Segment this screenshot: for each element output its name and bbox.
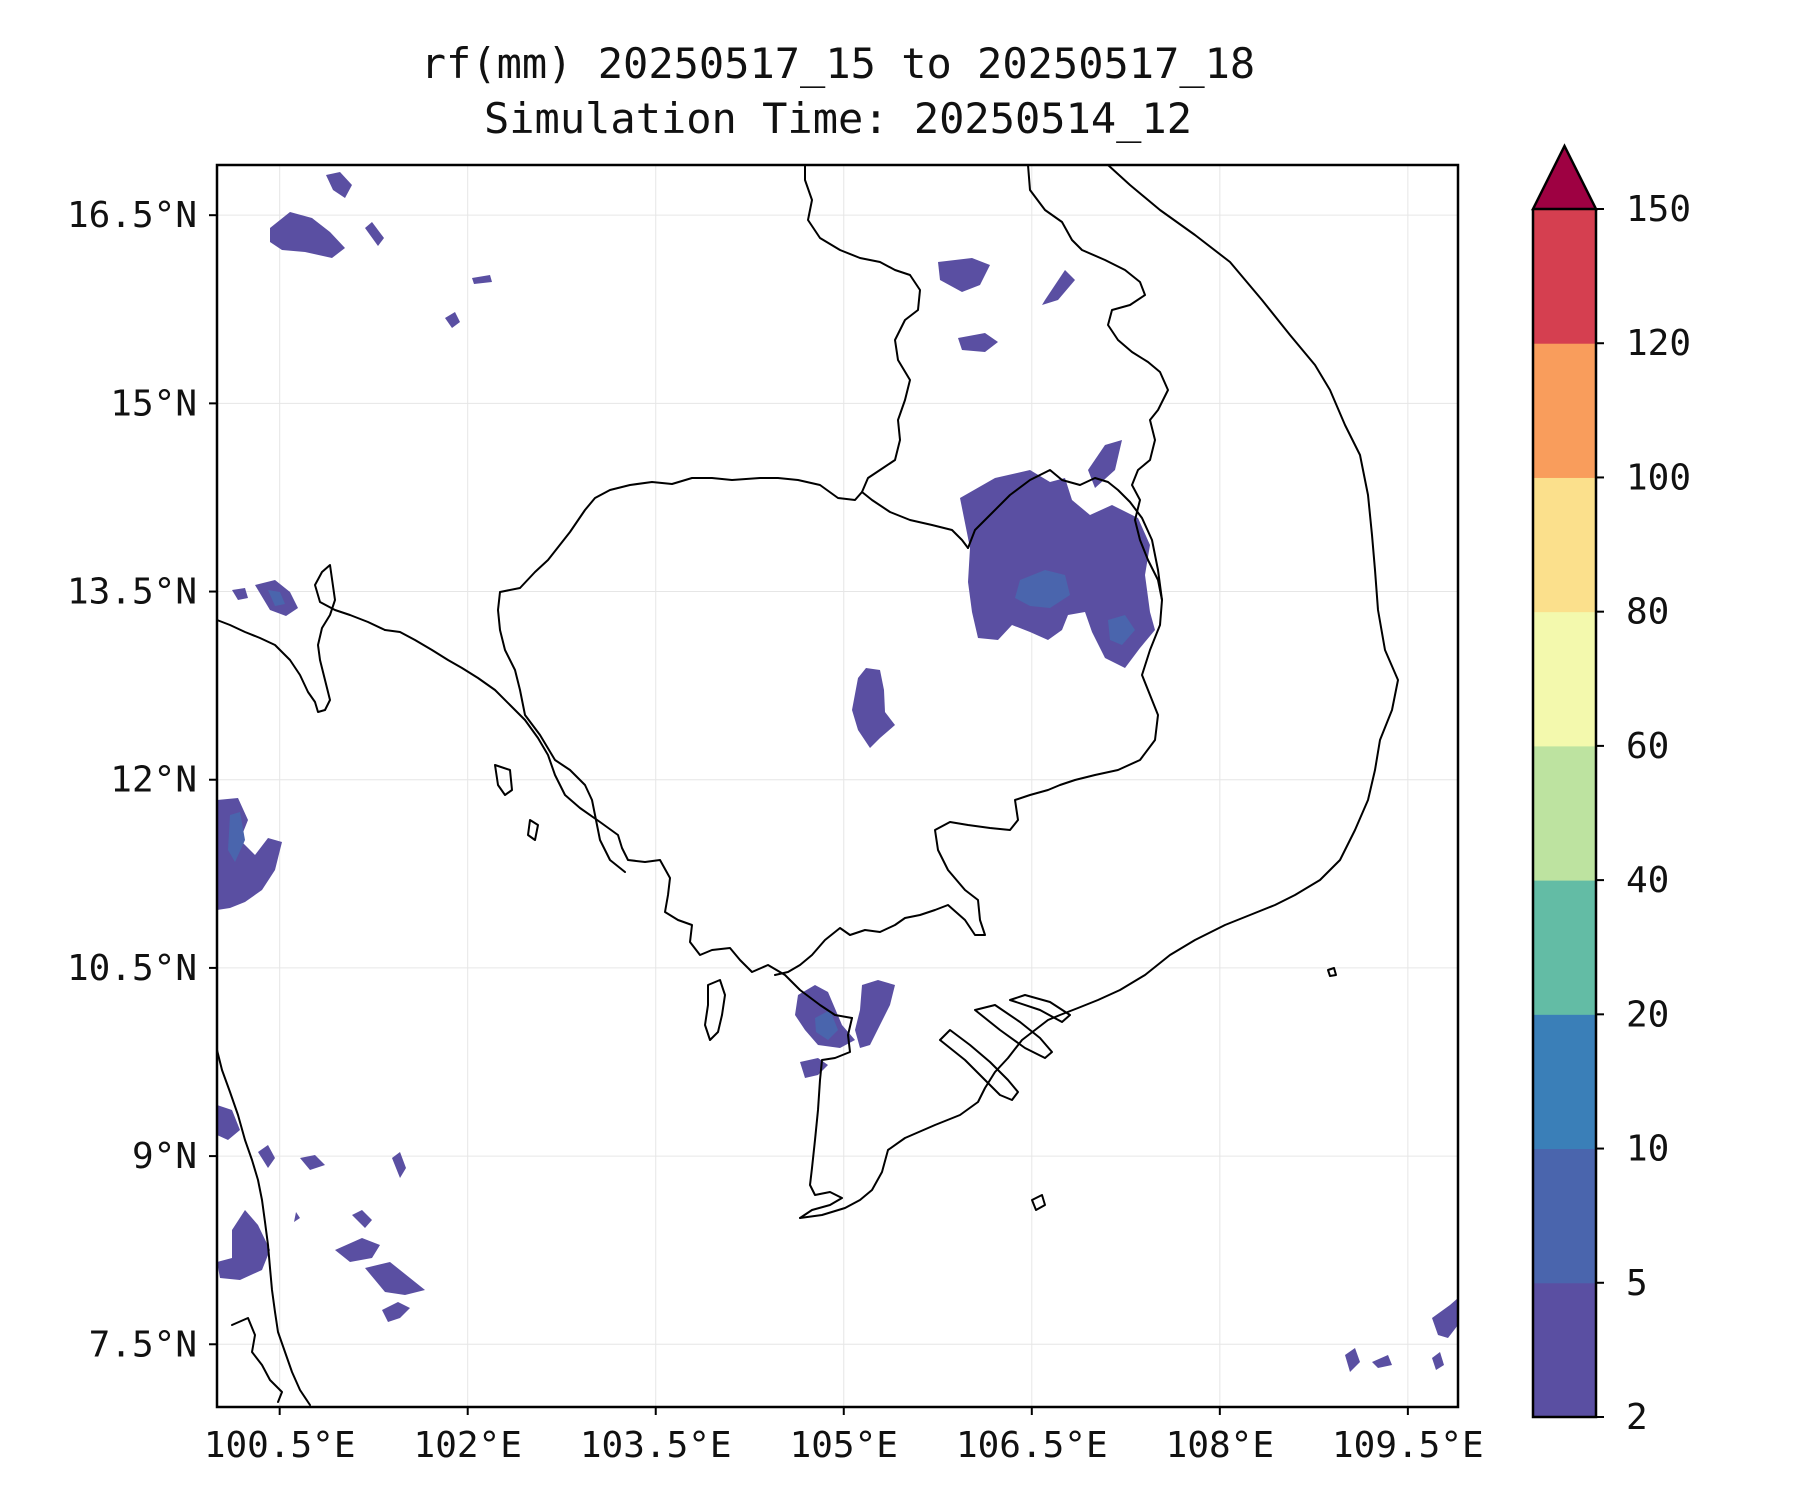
colorbar-segment-3: [1533, 880, 1596, 1015]
lon-tick-label-4: 106.5°E: [956, 1425, 1108, 1466]
island-small-1: [527, 819, 539, 841]
colorbar-segment-1: [1533, 1148, 1596, 1284]
rainfall-areas: [217, 172, 1458, 1372]
rain-area-sea-se-1: [1432, 1298, 1458, 1338]
colorbar-tick-label-0: 2: [1626, 1397, 1648, 1438]
rain-area-laos-2: [958, 333, 998, 352]
colorbar-segment-6: [1533, 477, 1596, 613]
rain-area-cambodia-west-2: [232, 588, 248, 600]
rain-area-gulf-9: [217, 1210, 270, 1280]
island-phu-quoc-area: [1327, 967, 1337, 977]
rain-area-cambodia-ne: [960, 470, 1155, 668]
colorbar-segment-0: [1533, 1282, 1596, 1418]
rain-area-gulf-7: [365, 1262, 425, 1295]
map-title-line2: Simulation Time: 20250514_12: [484, 94, 1192, 143]
lon-tick-label-0: 100.5°E: [204, 1425, 356, 1466]
cambodia-border-east: [774, 469, 1163, 976]
rain-area-thailand-north-1: [270, 212, 345, 258]
vietnam-coastline: [799, 164, 1399, 1219]
thailand-cambodia-border: [216, 564, 386, 713]
lat-tick-label-3: 12°N: [110, 760, 197, 801]
rainfall-areas-heavier: [228, 570, 1135, 1040]
lat-tick-label-1: 15°N: [110, 383, 197, 424]
rain-area-laos-4: [1088, 440, 1122, 488]
rain-area-gulf-3: [300, 1155, 325, 1170]
rain-area-sea-se-2: [1345, 1348, 1360, 1372]
island-koh-kong: [494, 764, 513, 796]
lon-tick-label-6: 109.5°E: [1332, 1425, 1484, 1466]
lat-tick-label-0: 16.5°N: [67, 195, 197, 236]
rain-area-thailand-north-5: [445, 312, 460, 328]
island-con-dao: [1031, 1194, 1046, 1211]
laos-vietnam-border: [1027, 164, 1169, 601]
longitude-axis: 100.5°E 102°E 103.5°E 105°E 106.5°E 108°E 109.…: [204, 1407, 1484, 1466]
rain-core-mekong: [815, 1010, 838, 1040]
colorbar-tick-label-9: 150: [1626, 189, 1691, 230]
map-title-line1: rf(mm) 20250517_15 to 20250517_18: [421, 39, 1255, 88]
colorbar-segment-5: [1533, 611, 1596, 747]
lon-tick-label-3: 105°E: [790, 1425, 898, 1466]
colorbar: 2 5 10 20 40 60 80 100 120 150: [1530, 143, 1691, 1438]
rain-area-laos-1: [938, 258, 990, 292]
thai-gulf-islands: [704, 979, 726, 1041]
rain-area-gulf-8: [382, 1302, 410, 1322]
colorbar-segment-7: [1533, 343, 1596, 478]
colorbar-tick-label-4: 40: [1626, 860, 1669, 901]
thailand-west-coast-2: [231, 1317, 283, 1403]
colorbar-tick-label-7: 100: [1626, 457, 1691, 498]
laos-border: [804, 164, 921, 493]
mekong-river-mouths-3: [1009, 994, 1071, 1023]
rain-area-sea-se-3: [1372, 1355, 1392, 1368]
colorbar-tick-label-5: 60: [1626, 726, 1669, 767]
rain-core-west: [228, 812, 245, 862]
lat-tick-label-2: 13.5°N: [67, 572, 197, 613]
thailand-west-coast: [216, 1049, 311, 1406]
rain-area-gulf-2: [258, 1145, 275, 1168]
colorbar-segment-4: [1533, 745, 1596, 881]
lon-tick-label-1: 102°E: [414, 1425, 522, 1466]
rain-area-gulf-4: [392, 1152, 406, 1178]
colorbar-tick-label-2: 10: [1626, 1129, 1669, 1170]
coastlines-borders: [216, 164, 1399, 1406]
colorbar-tick-label-3: 20: [1626, 994, 1669, 1035]
rain-area-thailand-north-3: [365, 222, 384, 246]
rain-core-ne-1: [1015, 570, 1070, 608]
colorbar-tick-label-1: 5: [1626, 1263, 1648, 1304]
cambodia-coast: [384, 629, 853, 1019]
colorbar-tick-label-6: 80: [1626, 592, 1669, 633]
rain-area-gulf-5: [352, 1210, 372, 1228]
rain-area-gulf-10: [294, 1212, 300, 1222]
lat-tick-label-4: 10.5°N: [67, 948, 197, 989]
rain-area-laos-3: [1042, 270, 1075, 305]
lon-tick-label-2: 103.5°E: [580, 1425, 732, 1466]
mekong-river-mouths-1: [939, 1029, 1019, 1101]
lat-tick-label-5: 9°N: [132, 1136, 197, 1177]
rain-area-mekong-2: [855, 980, 895, 1048]
gridlines: [217, 165, 1458, 1407]
colorbar-outline: [1531, 209, 1598, 1419]
colorbar-segment-8: [1533, 209, 1596, 344]
map-area: [217, 165, 1458, 1407]
colorbar-extend-arrow: [1530, 143, 1599, 211]
lon-tick-label-5: 108°E: [1166, 1425, 1274, 1466]
lat-tick-label-6: 7.5°N: [89, 1324, 197, 1365]
rain-area-gulf-6: [335, 1238, 380, 1262]
rain-core-cambodia-west: [268, 590, 285, 606]
latitude-axis: 16.5°N 15°N 13.5°N 12°N 10.5°N 9°N 7.5°N: [67, 195, 217, 1365]
mekong-river-mouths-2: [974, 1004, 1053, 1059]
rain-area-thailand-north-2: [326, 172, 352, 198]
mekong-delta-tip: [799, 1017, 853, 1219]
colorbar-tick-label-8: 120: [1626, 323, 1691, 364]
map-frame: [215, 163, 1460, 1409]
colorbar-segment-2: [1533, 1014, 1596, 1150]
rain-area-gulf-1: [217, 1105, 240, 1140]
rain-area-thailand-north-4: [472, 275, 492, 284]
rain-area-sea-se-4: [1432, 1352, 1444, 1370]
rain-core-ne-2: [1108, 615, 1135, 645]
rain-area-cambodia-central: [852, 668, 895, 748]
